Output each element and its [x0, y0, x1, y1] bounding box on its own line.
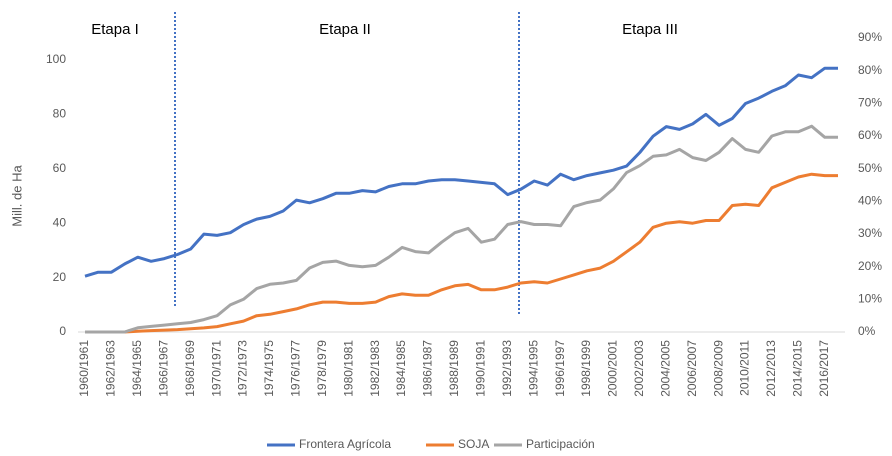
- x-tick-label: 1960/1961: [77, 340, 91, 397]
- y2-tick-label: 40%: [858, 194, 882, 208]
- y-tick-label: 80: [53, 107, 67, 121]
- y2-tick-label: 20%: [858, 259, 882, 273]
- y-tick-label: 40: [53, 215, 67, 229]
- y-axis-label: Mill. de Ha: [9, 165, 24, 227]
- x-tick-label: 2012/2013: [764, 340, 778, 397]
- x-tick-label: 2004/2005: [658, 340, 672, 397]
- y2-tick-label: 0%: [858, 324, 876, 338]
- x-tick-label: 2000/2001: [606, 340, 620, 397]
- x-tick-label: 1962/1963: [104, 340, 118, 397]
- y-tick-label: 100: [46, 52, 66, 66]
- x-tick-label: 2006/2007: [685, 340, 699, 397]
- annotation: Etapa I: [91, 21, 139, 38]
- x-tick-label: 1998/1999: [579, 340, 593, 397]
- x-tick-label: 1994/1995: [526, 340, 540, 397]
- x-tick-label: 1964/1965: [130, 340, 144, 397]
- legend-label: Participación: [526, 437, 595, 451]
- x-tick-label: 1978/1979: [315, 340, 329, 397]
- y-tick-label: 60: [53, 161, 67, 175]
- annotation: Etapa III: [622, 21, 678, 38]
- y2-tick-label: 50%: [858, 161, 882, 175]
- annotation: Etapa II: [319, 21, 371, 38]
- x-tick-label: 1996/1997: [553, 340, 567, 397]
- x-tick-label: 1984/1985: [394, 340, 408, 397]
- x-tick-label: 1974/1975: [262, 340, 276, 397]
- x-tick-label: 2016/2017: [817, 340, 831, 397]
- y2-tick-label: 30%: [858, 226, 882, 240]
- y2-tick-label: 60%: [858, 128, 882, 142]
- x-tick-label: 1976/1977: [289, 340, 303, 397]
- x-tick-label: 1970/1971: [209, 340, 223, 397]
- x-tick-label: 1990/1991: [473, 340, 487, 397]
- legend-label: SOJA: [458, 437, 489, 451]
- y2-tick-label: 90%: [858, 30, 882, 44]
- x-tick-label: 1966/1967: [156, 340, 170, 397]
- x-tick-label: 2010/2011: [738, 340, 752, 396]
- legend-label: Frontera Agrícola: [299, 437, 391, 451]
- x-tick-label: 1986/1987: [421, 340, 435, 397]
- x-tick-label: 1988/1989: [447, 340, 461, 397]
- y2-tick-label: 70%: [858, 96, 882, 110]
- y-tick-label: 20: [53, 270, 67, 284]
- y2-tick-label: 80%: [858, 63, 882, 77]
- y-tick-label: 0: [59, 324, 66, 338]
- x-tick-label: 1980/1981: [341, 340, 355, 397]
- x-tick-label: 1982/1983: [368, 340, 382, 397]
- series-line: [85, 124, 838, 334]
- x-tick-label: 2014/2015: [791, 340, 805, 397]
- x-tick-label: 1992/1993: [500, 340, 514, 397]
- x-tick-label: 1972/1973: [236, 340, 250, 397]
- series-line: [85, 172, 838, 334]
- x-tick-label: 2002/2003: [632, 340, 646, 397]
- y2-tick-label: 10%: [858, 292, 882, 306]
- x-tick-label: 1968/1969: [183, 340, 197, 397]
- series-line: [84, 66, 838, 278]
- x-tick-label: 2008/2009: [711, 340, 725, 397]
